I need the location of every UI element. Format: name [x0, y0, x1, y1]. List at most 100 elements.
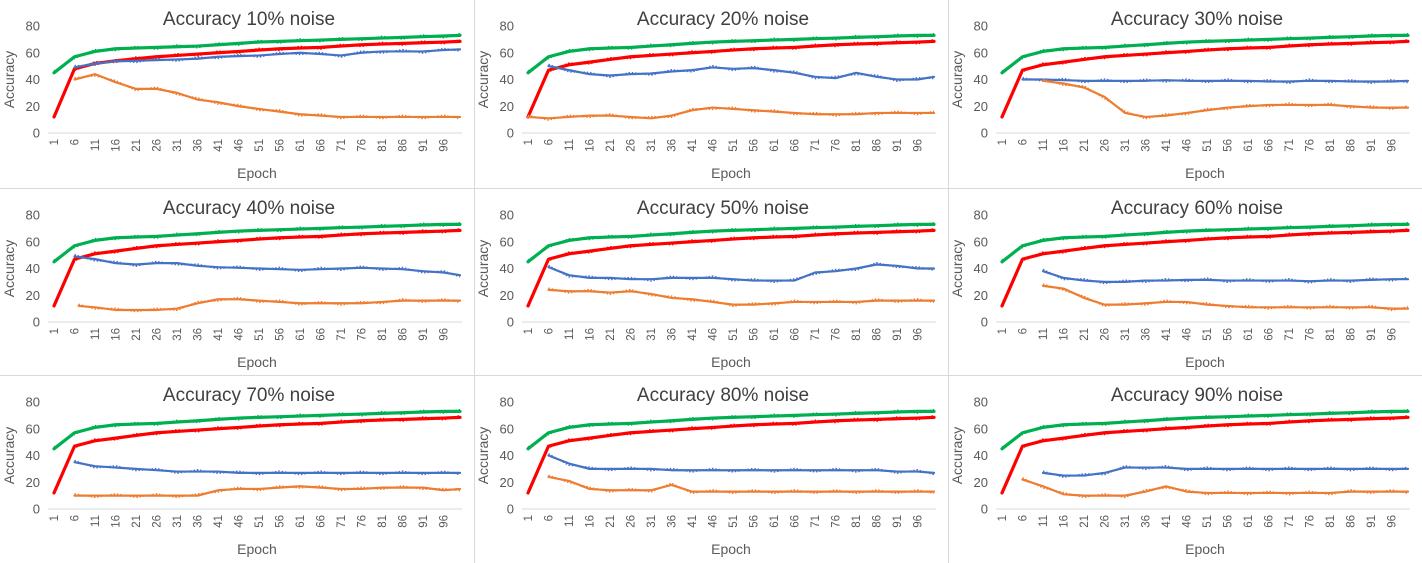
y-axis-label: Accuracy [1, 427, 17, 485]
y-tick-label: 80 [974, 19, 988, 34]
x-tick-label: 86 [872, 515, 884, 528]
series-raw-line [548, 453, 935, 476]
series-raw-line [1001, 408, 1409, 448]
x-tick-label: 36 [667, 328, 679, 341]
series-line-blue [1041, 270, 1410, 283]
y-axis-label: Accuracy [475, 427, 491, 485]
x-tick-label: 1 [523, 328, 535, 334]
y-tick-label: 60 [26, 45, 40, 60]
series-line-red [526, 415, 936, 495]
series-line-orange [1041, 284, 1410, 310]
x-tick-label: 81 [377, 328, 389, 341]
x-tick-label: 16 [585, 139, 597, 152]
x-tick-label: 76 [1305, 139, 1317, 152]
chart-title: Accuracy 20% noise [637, 9, 809, 30]
x-tick-label: 76 [357, 515, 369, 528]
x-tick-label: 26 [1100, 515, 1112, 528]
series-line-orange [526, 106, 936, 120]
panel-divider [474, 0, 475, 563]
x-tick-label: 6 [70, 328, 82, 334]
x-tick-label: 26 [626, 515, 638, 528]
x-tick-label: 11 [564, 139, 576, 151]
x-tick-label: 6 [1018, 328, 1030, 334]
x-tick-label: 16 [111, 515, 123, 528]
x-tick-label: 31 [1120, 515, 1132, 528]
x-tick-label: 21 [1079, 515, 1091, 528]
chart-panel: Accuracy 40% noise 0 20 40 60 80 Accuracy 1 6 11 1… [0, 189, 474, 376]
y-tick-label: 60 [974, 234, 988, 249]
x-axis-label: Epoch [1185, 541, 1225, 557]
x-tick-label: 36 [667, 139, 679, 152]
x-tick-label: 11 [564, 328, 576, 340]
x-tick-label: 61 [769, 515, 781, 528]
x-tick-label: 26 [626, 139, 638, 152]
x-tick-label: 86 [398, 139, 410, 152]
x-tick-label: 21 [605, 139, 617, 152]
series-line-red [52, 228, 462, 308]
series-raw-line [527, 408, 935, 448]
panel-divider [0, 375, 1422, 376]
x-tick-label: 41 [1161, 515, 1173, 528]
x-tick-label: 21 [131, 515, 143, 528]
x-tick-label: 41 [687, 139, 699, 152]
y-tick-label: 80 [26, 19, 40, 34]
x-tick-label: 1 [997, 328, 1009, 334]
y-tick-label: 40 [974, 448, 988, 463]
x-tick-label: 66 [790, 139, 802, 152]
series-line-red [1000, 39, 1410, 119]
x-tick-label: 76 [357, 328, 369, 341]
x-tick-label: 36 [193, 328, 205, 341]
series-line-orange [73, 485, 462, 497]
chart-panel: Accuracy 60% noise 0 20 40 60 80 Accuracy 1 6 11 1… [948, 189, 1422, 376]
chart-panel: Accuracy 70% noise 0 20 40 60 80 Accuracy 1 6 11 1… [0, 376, 474, 563]
chart-panel: Accuracy 10% noise 0 20 40 60 80 Accuracy 1 6 11 1… [0, 0, 474, 187]
x-tick-label: 36 [1141, 515, 1153, 528]
x-tick-label: 71 [1284, 139, 1296, 152]
series-raw-line [527, 32, 935, 72]
y-axis-label: Accuracy [1, 51, 17, 109]
panel-divider [0, 188, 1422, 189]
x-tick-label: 96 [439, 515, 451, 528]
y-tick-label: 20 [26, 475, 40, 490]
chart-title: Accuracy 40% noise [163, 198, 335, 219]
series-line-blue [547, 454, 936, 474]
x-tick-label: 91 [418, 328, 430, 341]
x-tick-label: 21 [1079, 139, 1091, 152]
y-tick-label: 0 [507, 126, 514, 141]
x-tick-label: 41 [687, 515, 699, 528]
x-axis-label: Epoch [237, 541, 277, 557]
y-tick-label: 20 [974, 288, 988, 303]
series-line-red [52, 415, 462, 495]
x-tick-label: 96 [913, 515, 925, 528]
series-raw-line [1001, 221, 1409, 261]
x-tick-label: 51 [1202, 328, 1214, 341]
x-tick-label: 26 [1100, 139, 1112, 152]
x-tick-label: 1 [523, 515, 535, 521]
x-tick-label: 51 [728, 515, 740, 528]
x-tick-label: 81 [377, 139, 389, 152]
y-tick-label: 80 [26, 208, 40, 223]
series-raw-line [53, 221, 461, 261]
x-tick-label: 21 [1079, 328, 1091, 341]
series-raw-line [548, 287, 935, 308]
chart-panel: Accuracy 90% noise 0 20 40 60 80 Accuracy 1 6 11 1… [948, 376, 1422, 563]
x-tick-label: 96 [913, 139, 925, 152]
x-tick-label: 6 [1018, 515, 1030, 521]
series-line-red [526, 39, 936, 119]
y-tick-label: 0 [507, 315, 514, 330]
x-tick-label: 46 [1182, 328, 1194, 341]
x-tick-label: 31 [646, 515, 658, 528]
series-line-blue [73, 461, 462, 474]
x-tick-label: 71 [810, 328, 822, 341]
x-tick-label: 81 [1325, 328, 1337, 341]
x-tick-label: 51 [1202, 515, 1214, 528]
series-line-orange [1041, 79, 1410, 119]
x-tick-label: 6 [544, 139, 556, 145]
x-tick-label: 46 [708, 139, 720, 152]
y-tick-label: 40 [26, 72, 40, 87]
x-tick-label: 81 [851, 515, 863, 528]
y-tick-label: 60 [500, 234, 514, 249]
series-line-green [1000, 409, 1410, 451]
series-line-blue [73, 48, 462, 69]
